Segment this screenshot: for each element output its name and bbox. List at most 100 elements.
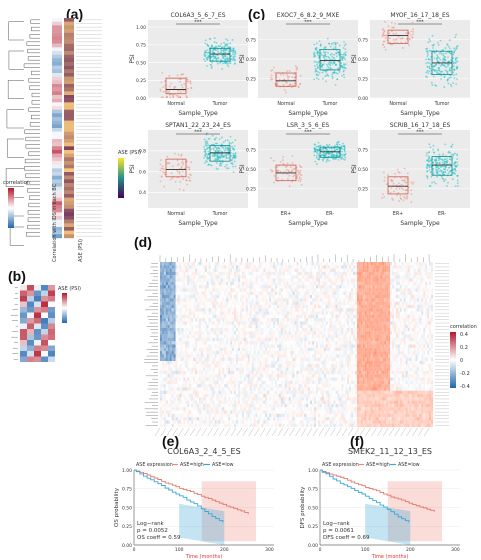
boxplot-point xyxy=(345,63,347,65)
boxplot-point xyxy=(316,64,318,66)
heat-d-cell xyxy=(347,312,349,315)
heat-d-cell xyxy=(388,269,390,272)
heat-d-cell xyxy=(174,315,176,318)
boxplot-point xyxy=(282,159,284,161)
heat-d-cell xyxy=(316,269,318,272)
heat-d-cell xyxy=(361,272,363,275)
heat-d-cell xyxy=(297,305,299,308)
heat-d-cell xyxy=(373,321,375,324)
heat-d-cell xyxy=(181,275,183,278)
boxplot-point xyxy=(235,166,237,168)
heat-d-cell xyxy=(339,288,341,291)
heat-d-cell xyxy=(187,269,189,272)
heat-d-cell xyxy=(219,295,221,298)
heat-d-cell xyxy=(291,325,293,328)
heat-d-cell xyxy=(215,282,217,285)
heat-d-cell xyxy=(213,295,215,298)
heat-d-cell xyxy=(351,315,353,318)
heat-d-cell xyxy=(238,275,240,278)
heat-d-cell xyxy=(310,298,312,301)
heat-d-cell xyxy=(170,279,172,282)
boxplot-point xyxy=(390,192,392,194)
boxplot-point xyxy=(399,38,401,40)
heat-d-cell xyxy=(361,279,363,282)
heat-d-cell xyxy=(230,312,232,315)
heat-d-cell xyxy=(419,318,421,321)
heat-d-cell xyxy=(425,285,427,288)
heat-d-cell xyxy=(215,265,217,268)
boxplot-point xyxy=(449,69,451,71)
heat-d-cell xyxy=(419,272,421,275)
heat-d-cell xyxy=(415,312,417,315)
heat-d-cell xyxy=(429,282,431,285)
heat-d-cell xyxy=(326,285,328,288)
heat-d-cell xyxy=(232,288,234,291)
heat-d-cell xyxy=(359,269,361,272)
heat-d-cell xyxy=(291,292,293,295)
heat-d-cell xyxy=(230,269,232,272)
boxplot-point xyxy=(232,141,234,143)
heat-d-cell xyxy=(248,312,250,315)
heat-d-cell xyxy=(417,315,419,318)
heat-d-cell xyxy=(375,295,377,298)
heat-d-cell xyxy=(306,285,308,288)
heat-d-cell xyxy=(324,318,326,321)
heat-d-cell xyxy=(242,269,244,272)
heat-d-cell xyxy=(429,315,431,318)
heat-d-cell xyxy=(211,312,213,315)
heat-d-cell xyxy=(308,302,310,305)
heat-d-cell xyxy=(398,302,400,305)
heat-d-cell xyxy=(246,279,248,282)
heat-d-cell xyxy=(347,262,349,265)
heat-d-cell xyxy=(373,295,375,298)
heat-d-cell xyxy=(236,282,238,285)
heat-d-cell xyxy=(250,279,252,282)
boxplot-point xyxy=(430,171,432,173)
heat-d-cell xyxy=(314,262,316,265)
heat-d-cell xyxy=(371,315,373,318)
heat-d-cell xyxy=(275,272,277,275)
heat-d-cell xyxy=(402,285,404,288)
heat-d-cell xyxy=(376,279,378,282)
heat-d-cell xyxy=(332,315,334,318)
heat-d-cell xyxy=(355,288,357,291)
heat-d-cell xyxy=(240,262,242,265)
heat-d-cell xyxy=(283,262,285,265)
heat-d-cell xyxy=(316,292,318,295)
heat-d-cell xyxy=(410,292,412,295)
heat-d-cell xyxy=(254,269,256,272)
heat-d-cell xyxy=(228,262,230,265)
boxplot-point xyxy=(453,54,455,56)
heat-d-cell xyxy=(361,312,363,315)
heat-d-cell xyxy=(371,318,373,321)
boxplot-point xyxy=(322,158,324,160)
heat-d-cell xyxy=(207,325,209,328)
heat-d-cell xyxy=(334,321,336,324)
heat-d-cell xyxy=(357,275,359,278)
heat-d-cell xyxy=(283,302,285,305)
heat-d-cell xyxy=(205,282,207,285)
boxplot-point xyxy=(432,149,434,151)
heat-d-cell xyxy=(351,298,353,301)
heat-d-cell xyxy=(347,288,349,291)
boxplot-xtick: Normal xyxy=(389,101,406,107)
heat-d-cell xyxy=(258,282,260,285)
boxplot-point xyxy=(223,141,225,143)
significance-label: *** xyxy=(416,20,424,26)
boxplot-point xyxy=(336,42,338,44)
heat-d-cell xyxy=(339,298,341,301)
heat-d-cell xyxy=(240,298,242,301)
heat-d-cell xyxy=(287,288,289,291)
boxplot-point xyxy=(397,192,399,194)
heat-d-cell xyxy=(423,321,425,324)
boxplot-point xyxy=(280,74,282,76)
boxplot-point xyxy=(456,46,458,48)
heat-d-cell xyxy=(197,318,199,321)
heat-d-cell xyxy=(295,275,297,278)
heat-d-cell xyxy=(248,315,250,318)
heat-d-cell xyxy=(429,292,431,295)
boxplot-point xyxy=(207,151,209,153)
heat-d-cell xyxy=(320,295,322,298)
boxplot-point xyxy=(452,82,454,84)
heat-d-cell xyxy=(384,265,386,268)
